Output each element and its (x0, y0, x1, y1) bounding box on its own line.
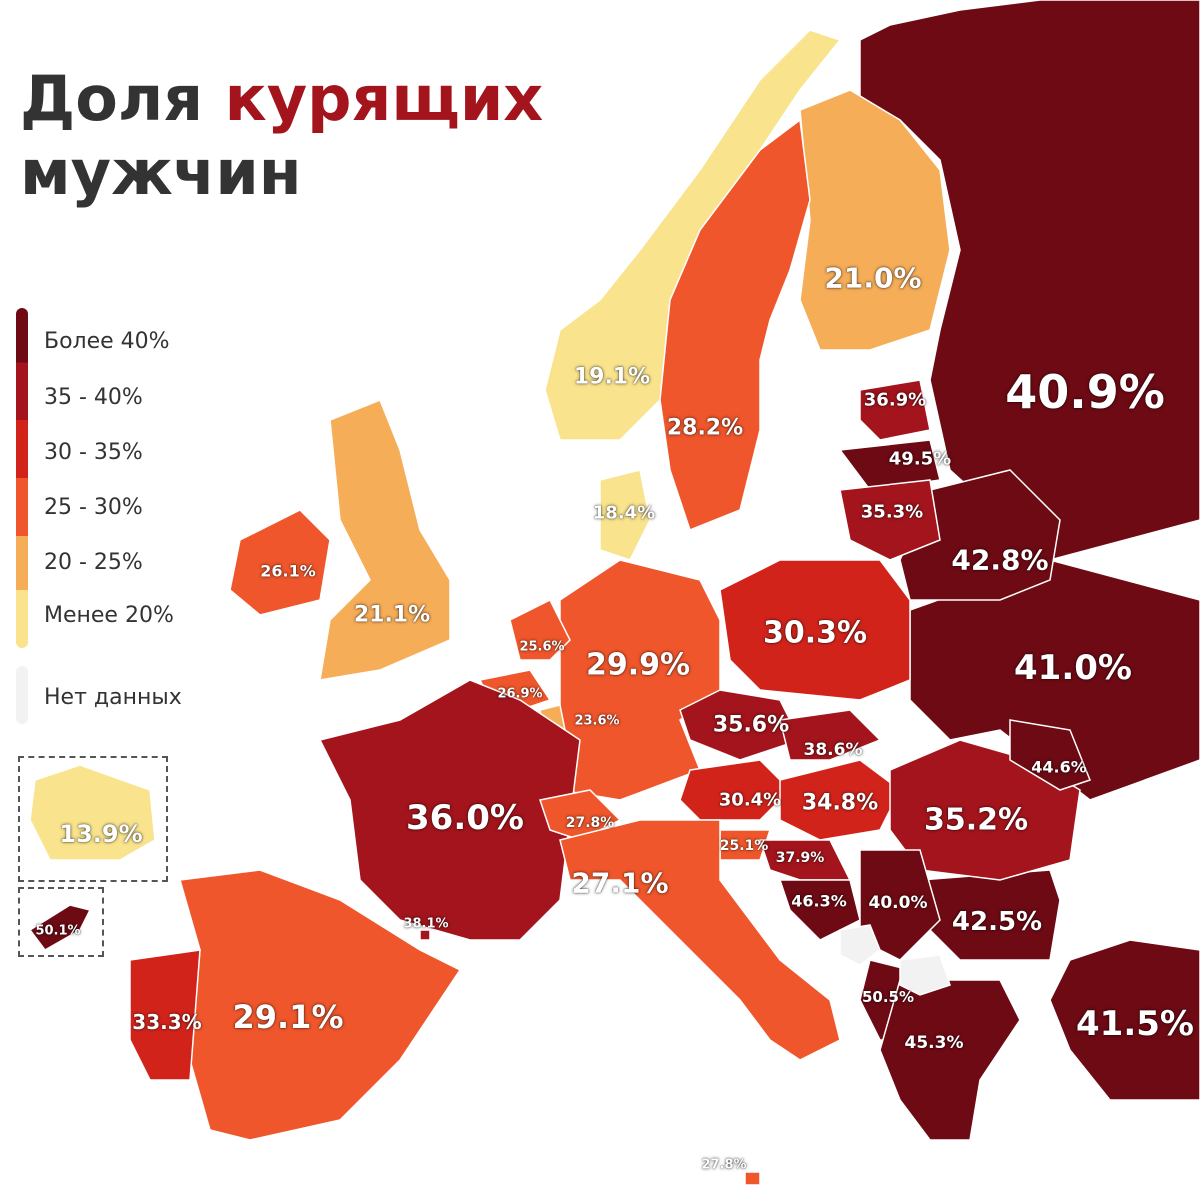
romania-region (889, 739, 1081, 881)
portugal-region (129, 949, 201, 1081)
legend-no-data-swatch (16, 666, 28, 724)
ireland-value-label: 26.1% (260, 561, 316, 581)
title-line-2: мужчин (20, 136, 302, 209)
croatia-value-label: 37.9% (775, 850, 825, 866)
iceland-value-label: 13.9% (59, 820, 143, 848)
luxembourg-value-label: 23.6% (574, 713, 620, 729)
greece-value-label: 45.3% (904, 1033, 964, 1053)
finland-region (799, 89, 951, 351)
latvia-value-label: 36.9% (863, 389, 927, 411)
cyprus-value-label: 50.1% (35, 923, 81, 939)
lithuania-region (838, 439, 941, 491)
slovenia-value-label: 25.1% (719, 838, 769, 854)
denmark-value-label: 18.4% (592, 502, 656, 524)
france-region (318, 679, 581, 941)
lithuania-value-label: 49.5% (888, 448, 952, 470)
belgium-value-label: 26.9% (497, 686, 543, 702)
sweden-value-label: 28.2% (666, 415, 744, 441)
netherlands-region (509, 598, 571, 661)
slovakia-region (779, 709, 882, 761)
iceland-inset (18, 756, 168, 882)
norway-region (544, 29, 842, 441)
belarus-region (899, 469, 1061, 601)
latvia-region (859, 379, 931, 441)
bosnia-value-label: 46.3% (791, 891, 847, 911)
ukraine-value-label: 41.0% (1014, 648, 1132, 688)
north-macedonia-region (899, 954, 951, 996)
malta-region (744, 1171, 761, 1186)
italy-value-label: 27.1% (571, 866, 669, 900)
romania-value-label: 35.2% (923, 802, 1029, 838)
netherlands-value-label: 25.6% (519, 639, 565, 655)
austria-region (679, 759, 792, 821)
bulgaria-value-label: 42.5% (951, 907, 1043, 937)
belarus-value-label: 42.8% (951, 543, 1049, 577)
moldova-region (1009, 719, 1091, 791)
albania-value-label: 50.5% (861, 988, 915, 1006)
poland-region (719, 559, 911, 701)
serbia-region (859, 849, 941, 961)
spain-value-label: 29.1% (232, 998, 344, 1036)
title-line-1: Доля (20, 62, 204, 135)
france-value-label: 36.0% (406, 798, 524, 838)
norway-value-label: 19.1% (573, 364, 651, 390)
portugal-value-label: 33.3% (132, 1010, 202, 1034)
turkey-value-label: 41.5% (1076, 1004, 1194, 1044)
italy-region (559, 819, 841, 1061)
serbia-value-label: 40.0% (868, 893, 928, 913)
greece-region (879, 979, 1021, 1141)
legend-label-over-40: Более 40% (44, 329, 170, 354)
legend-label-under-20: Менее 20% (44, 603, 174, 628)
ireland-region (229, 509, 331, 616)
denmark-region (599, 469, 651, 561)
cyprus-inset (18, 887, 104, 957)
belarus-west-region (839, 479, 941, 561)
andorra-marker (419, 929, 431, 941)
legend-color-bar (16, 308, 28, 648)
ukraine-region (909, 559, 1200, 801)
sweden-region (659, 118, 811, 531)
hungary-value-label: 34.8% (801, 790, 879, 816)
title-accent: курящих (224, 62, 544, 135)
switzerland-value-label: 27.8% (565, 815, 615, 831)
kosovo-region (839, 924, 881, 966)
finland-value-label: 21.0% (824, 261, 922, 295)
russia-region (859, 0, 1200, 561)
hungary-region (779, 759, 901, 841)
andorra-value-label: 38.1% (403, 916, 449, 932)
austria-value-label: 30.4% (718, 789, 782, 811)
uk-region (319, 399, 451, 681)
map-title: Доля курящих мужчин (20, 62, 543, 210)
cyprus-region (28, 904, 92, 951)
legend-label-no-data: Нет данных (44, 685, 182, 710)
legend-label-35-40: 35 - 40% (44, 385, 143, 410)
slovakia-value-label: 38.6% (803, 740, 863, 760)
russia-value-label: 40.9% (1005, 365, 1165, 419)
legend-label-30-35: 30 - 35% (44, 440, 143, 465)
czechia-value-label: 35.6% (712, 712, 790, 738)
poland-value-label: 30.3% (762, 615, 868, 651)
malta-value-label: 27.8% (701, 1157, 747, 1173)
legend-label-20-25: 20 - 25% (44, 550, 143, 575)
legend-label-25-30: 25 - 30% (44, 495, 143, 520)
turkey-region (1049, 939, 1200, 1101)
germany-value-label: 29.9% (585, 647, 691, 683)
iceland-region (29, 764, 156, 861)
belarus-west-value-label: 35.3% (860, 501, 924, 523)
moldova-value-label: 44.6% (1031, 757, 1087, 777)
uk-value-label: 21.1% (353, 602, 431, 628)
